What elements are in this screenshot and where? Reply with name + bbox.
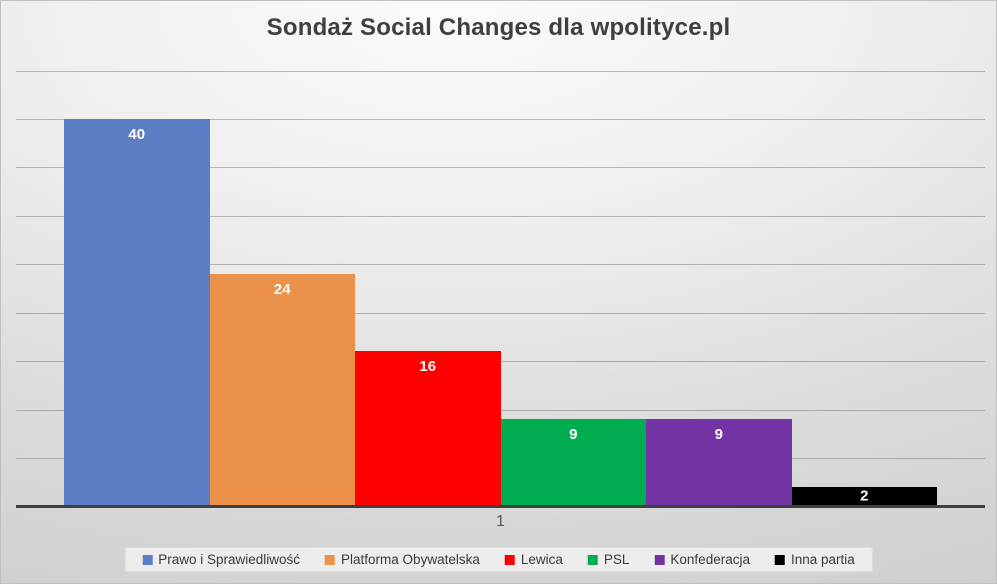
legend-item-inna-partia[interactable]: Inna partia (774, 552, 855, 567)
gridline-25 (16, 264, 985, 266)
legend-label: Platforma Obywatelska (341, 552, 480, 567)
legend-color-swatch (587, 554, 598, 565)
gridline-20 (16, 312, 985, 314)
bar-value-label: 2 (860, 487, 869, 505)
gridline-10 (16, 409, 985, 411)
legend: Prawo i Sprawiedliwość Platforma Obywatel… (124, 547, 873, 572)
bar-value-label: 40 (128, 126, 146, 144)
legend-label: Prawo i Sprawiedliwość (158, 552, 301, 567)
gridline-30 (16, 215, 985, 217)
legend-item-prawo-i-sprawiedliwosc[interactable]: Prawo i Sprawiedliwość (142, 552, 300, 567)
plot-area: 40 24 16 9 9 2 (16, 70, 985, 508)
legend-item-konfederacja[interactable]: Konfederacja (654, 552, 750, 567)
legend-label: PSL (603, 552, 630, 567)
bar-value-label: 16 (419, 358, 437, 376)
legend-label: Lewica (520, 552, 563, 567)
bar-value-label: 9 (569, 426, 578, 443)
bar-lewica[interactable]: 16 (355, 351, 501, 506)
chart-title: Sondaż Social Changes dla wpolityce.pl (266, 14, 731, 41)
legend-item-psl[interactable]: PSL (587, 552, 630, 567)
bar-inna-partia[interactable]: 2 (791, 486, 937, 506)
legend-label: Konfederacja (670, 552, 750, 567)
legend-color-swatch (774, 554, 785, 565)
bars-group: 40 24 16 9 9 2 (64, 71, 937, 506)
legend-color-swatch (504, 554, 515, 565)
legend-color-swatch (142, 554, 153, 565)
x-axis-line (16, 505, 985, 508)
bar-psl[interactable]: 9 (500, 419, 646, 506)
bar-konfederacja[interactable]: 9 (646, 419, 792, 506)
bar-value-label: 24 (273, 281, 291, 298)
x-axis-category-label: 1 (496, 513, 505, 530)
bar-value-label: 9 (714, 426, 723, 443)
gridline-35 (16, 167, 985, 169)
legend-label: Inna partia (790, 552, 855, 567)
bar-prawo-i-sprawiedliwosc[interactable]: 40 (64, 119, 210, 506)
legend-color-swatch (654, 554, 665, 565)
gridline-40 (16, 118, 985, 120)
legend-item-platforma-obywatelska[interactable]: Platforma Obywatelska (325, 552, 480, 567)
gridline-45 (16, 70, 985, 72)
bar-platforma-obywatelska[interactable]: 24 (209, 274, 355, 506)
gridline-15 (16, 361, 985, 363)
legend-color-swatch (325, 554, 336, 565)
legend-item-lewica[interactable]: Lewica (504, 552, 563, 567)
